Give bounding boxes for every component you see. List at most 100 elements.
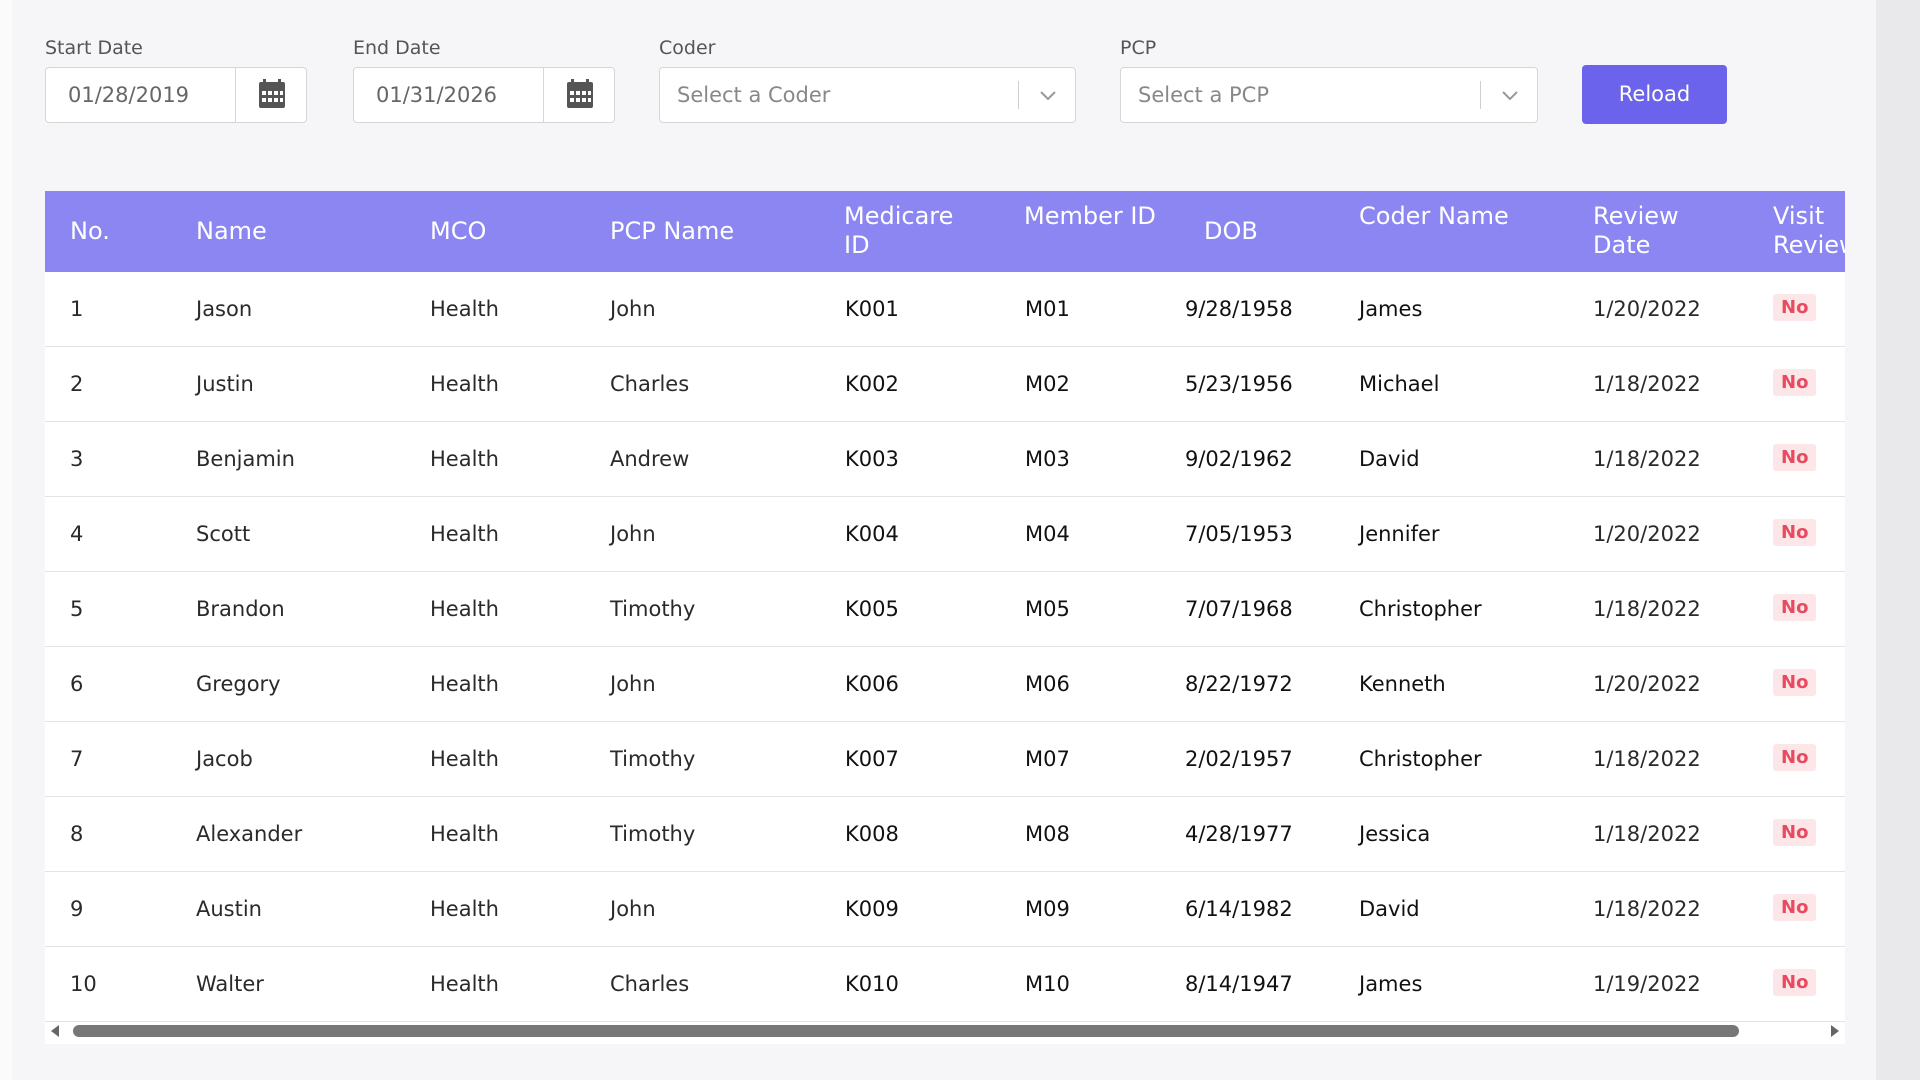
column-header: MCO <box>430 217 487 245</box>
table-cell: M10 <box>1025 972 1070 996</box>
table-cell: 9 <box>70 897 84 921</box>
table-cell: K005 <box>845 597 899 621</box>
table-cell: 9/02/1962 <box>1185 447 1293 471</box>
table-cell: M04 <box>1025 522 1070 546</box>
scroll-thumb[interactable] <box>73 1025 1739 1037</box>
column-header: Member ID <box>1024 202 1156 230</box>
separator <box>1479 81 1481 109</box>
scrollbar[interactable] <box>45 1019 1845 1043</box>
table-cell: 3 <box>70 447 84 471</box>
table-cell: 1/18/2022 <box>1593 747 1701 771</box>
chevron <box>1502 91 1518 101</box>
table-cell: Health <box>430 297 499 321</box>
table-row: 2 Justin Health Charles K002 M02 5/23/1956 Mich… <box>45 347 1845 422</box>
status-badge: No <box>1773 444 1817 471</box>
label: Coder <box>659 37 716 59</box>
status-badge: No <box>1773 594 1817 621</box>
table-cell: 1/20/2022 <box>1593 297 1701 321</box>
status-badge: No <box>1773 819 1817 846</box>
table-cell: Charles <box>610 972 690 996</box>
table-cell: 1/20/2022 <box>1593 522 1701 546</box>
table-cell: K008 <box>845 822 899 846</box>
table-cell: David <box>1359 897 1420 921</box>
table-cell: 7 <box>70 747 84 771</box>
left-edge <box>0 0 12 1080</box>
table-cell: Health <box>430 897 499 921</box>
table-row: 4 Scott Health John K004 M04 7/05/1953 Jennifer… <box>45 497 1845 572</box>
status-badge: No <box>1773 744 1817 771</box>
table-cell: Jennifer <box>1359 522 1440 546</box>
status-badge: No <box>1773 894 1817 921</box>
table-cell: K007 <box>845 747 899 771</box>
table-cell: K004 <box>845 522 899 546</box>
end-date-input[interactable]: 01/31/2026 <box>353 67 615 123</box>
label: End Date <box>353 37 441 59</box>
table-cell: K002 <box>845 372 899 396</box>
table-header: No. Name MCO PCP Name Medicare ID Member ID DO… <box>45 191 1845 272</box>
table-cell: Christopher <box>1359 597 1482 621</box>
table-cell: 6 <box>70 672 84 696</box>
table-row: 9 Austin Health John K009 M09 6/14/1982 David 1/… <box>45 872 1845 947</box>
table-cell: Health <box>430 597 499 621</box>
table-cell: 1/18/2022 <box>1593 597 1701 621</box>
table-row: 8 Alexander Health Timothy K008 M08 4/28/1977 J… <box>45 797 1845 872</box>
table-cell: 1 <box>70 297 84 321</box>
table-cell: Health <box>430 747 499 771</box>
table-cell: James <box>1359 297 1423 321</box>
table-cell: 2/02/1957 <box>1185 747 1293 771</box>
calendar-button[interactable] <box>543 68 614 122</box>
table-cell: M06 <box>1025 672 1070 696</box>
table-cell: Austin <box>196 897 262 921</box>
table-cell: 6/14/1982 <box>1185 897 1293 921</box>
label: PCP <box>1120 37 1157 59</box>
table-cell: Kenneth <box>1359 672 1446 696</box>
calendar-button[interactable] <box>235 68 306 122</box>
table-cell: John <box>610 897 656 921</box>
table-row: 3 Benjamin Health Andrew K003 M03 9/02/1962 Dav… <box>45 422 1845 497</box>
table-cell: 8/22/1972 <box>1185 672 1293 696</box>
label: Start Date <box>45 37 143 59</box>
placeholder: Select a PCP <box>1138 83 1269 107</box>
coder-select[interactable]: Select a Coder <box>659 67 1076 123</box>
table-cell: John <box>610 672 656 696</box>
table-cell: 2 <box>70 372 84 396</box>
table-cell: Michael <box>1359 372 1440 396</box>
table-cell: Health <box>430 447 499 471</box>
table-row: 6 Gregory Health John K006 M06 8/22/1972 Kennet… <box>45 647 1845 722</box>
date-value: 01/28/2019 <box>68 83 190 107</box>
calendar-icon <box>567 79 593 108</box>
table-cell: 9/28/1958 <box>1185 297 1293 321</box>
table-row: 1 Jason Health John K001 M01 9/28/1958 James 1/2… <box>45 272 1845 347</box>
table-cell: Gregory <box>196 672 281 696</box>
table-cell: Alexander <box>196 822 303 846</box>
separator <box>1017 81 1019 109</box>
status-badge: No <box>1773 969 1817 996</box>
table-cell: 1/18/2022 <box>1593 822 1701 846</box>
reload-button[interactable]: Reload <box>1582 65 1727 124</box>
table-cell: 10 <box>70 972 97 996</box>
table-cell: 5 <box>70 597 84 621</box>
table-cell: Andrew <box>610 447 690 471</box>
table-cell: Timothy <box>610 597 696 621</box>
table-cell: Health <box>430 972 499 996</box>
start-date-input[interactable]: 01/28/2019 <box>45 67 307 123</box>
column-header: Coder Name <box>1359 202 1509 230</box>
table-cell: 8/14/1947 <box>1185 972 1293 996</box>
table-cell: David <box>1359 447 1420 471</box>
column-header: Name <box>196 217 267 245</box>
table-cell: 1/18/2022 <box>1593 447 1701 471</box>
table-cell: 4 <box>70 522 84 546</box>
pcp-select[interactable]: Select a PCP <box>1120 67 1538 123</box>
table-cell: James <box>1359 972 1423 996</box>
column-header: Medicare ID <box>844 202 954 259</box>
table-cell: Charles <box>610 372 690 396</box>
table-row: 10 Walter Health Charles K010 M10 8/14/1947 Jam… <box>45 947 1845 1022</box>
table-cell: 7/05/1953 <box>1185 522 1293 546</box>
chevron <box>1040 91 1056 101</box>
table-cell: M01 <box>1025 297 1070 321</box>
table-cell: M05 <box>1025 597 1070 621</box>
date-value: 01/31/2026 <box>376 83 498 107</box>
status-badge: No <box>1773 294 1817 321</box>
table-cell: K001 <box>845 297 899 321</box>
